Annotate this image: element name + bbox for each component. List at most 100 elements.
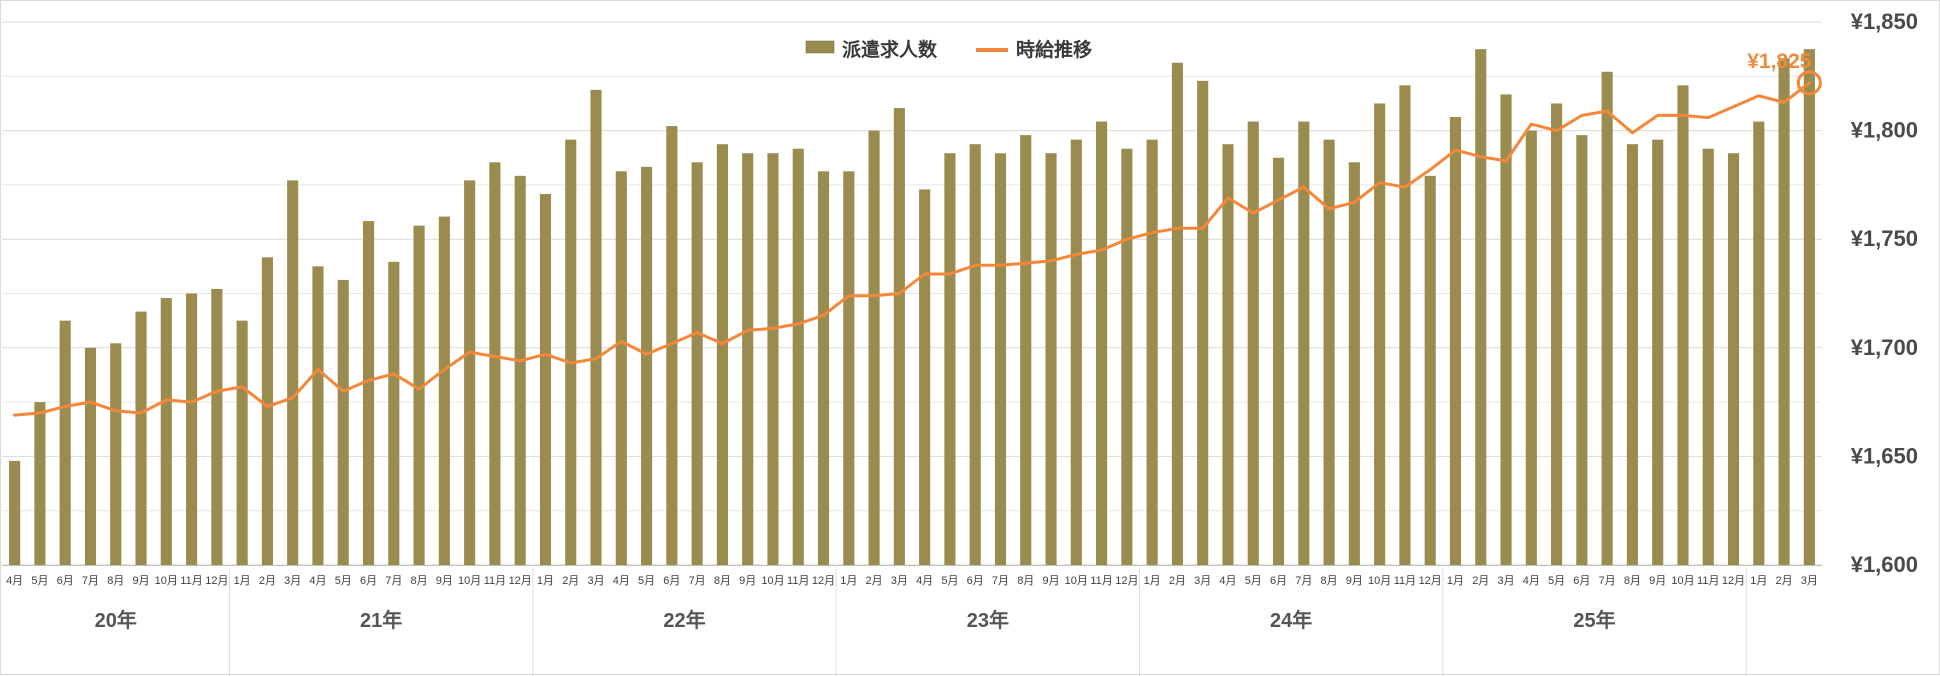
month-tick-label: 4月	[6, 575, 23, 587]
month-tick-label: 7月	[992, 575, 1009, 587]
bar	[59, 320, 71, 565]
bar	[565, 139, 577, 565]
month-tick-label: 8月	[411, 575, 428, 587]
bar	[1070, 139, 1082, 565]
year-label: 20年	[95, 608, 137, 632]
month-tick-label: 12月	[1115, 575, 1138, 587]
month-tick-label: 8月	[1624, 575, 1641, 587]
bar	[261, 257, 273, 565]
bar	[388, 261, 400, 565]
bar	[1298, 121, 1310, 566]
month-tick-label: 4月	[916, 575, 933, 587]
bar	[742, 153, 754, 565]
month-tick-label: 2月	[1169, 575, 1186, 587]
month-tick-label: 12月	[205, 575, 228, 587]
month-tick-label: 9月	[1042, 575, 1059, 587]
bar	[312, 266, 324, 565]
bar	[34, 402, 46, 565]
bar	[1652, 139, 1664, 565]
month-tick-label: 6月	[360, 575, 377, 587]
bar	[287, 180, 299, 565]
month-tick-label: 3月	[891, 575, 908, 587]
month-tick-label: 5月	[1548, 575, 1565, 587]
bar	[160, 298, 172, 565]
bar	[1020, 135, 1032, 565]
month-tick-label: 12月	[812, 575, 835, 587]
legend-bar-swatch	[805, 40, 835, 54]
month-tick-label: 10月	[458, 575, 481, 587]
month-tick-label: 7月	[385, 575, 402, 587]
y-tick-label: ¥1,600	[1851, 552, 1918, 577]
month-tick-label: 1月	[1447, 575, 1464, 587]
bar	[413, 225, 425, 565]
bar	[1171, 62, 1183, 565]
bar	[1197, 80, 1209, 565]
month-tick-label: 6月	[1270, 575, 1287, 587]
month-tick-label: 3月	[587, 575, 604, 587]
bar	[868, 130, 880, 565]
bar	[919, 189, 931, 566]
bar	[1753, 121, 1765, 566]
bar	[1222, 144, 1234, 566]
month-tick-label: 11月	[484, 575, 506, 587]
month-tick-label: 9月	[739, 575, 756, 587]
bar	[615, 171, 627, 565]
month-tick-label: 2月	[1776, 575, 1793, 587]
bar	[792, 148, 804, 565]
job-count-bars	[9, 49, 1815, 566]
bar	[716, 144, 728, 566]
bar	[590, 89, 602, 565]
bar	[1096, 121, 1108, 566]
month-tick-label: 5月	[941, 575, 958, 587]
bar	[1449, 117, 1462, 566]
bar	[843, 171, 855, 565]
bar	[1525, 130, 1537, 565]
bar	[641, 166, 653, 566]
bar	[9, 460, 21, 565]
year-label: 21年	[360, 608, 402, 632]
month-tick-label: 10月	[1368, 575, 1391, 587]
y-tick-label: ¥1,850	[1851, 9, 1918, 34]
bar	[1500, 94, 1512, 566]
bar	[994, 153, 1007, 565]
month-tick-label: 9月	[436, 575, 453, 587]
month-tick-label: 3月	[1801, 575, 1818, 587]
wage-line	[13, 81, 1811, 417]
bar	[489, 162, 501, 565]
bar	[893, 107, 905, 565]
bar	[1727, 153, 1740, 565]
month-tick-label: 1月	[537, 575, 554, 587]
bar	[337, 279, 349, 565]
month-tick-label: 1月	[840, 575, 857, 587]
legend-bar-label: 派遣求人数	[842, 38, 938, 61]
bar	[438, 216, 450, 565]
month-tick-label: 11月	[1394, 575, 1416, 587]
bar	[1803, 49, 1815, 565]
bar	[1045, 153, 1057, 565]
latest-wage-marker	[1796, 70, 1822, 96]
bar	[691, 162, 703, 565]
month-tick-label: 3月	[1497, 575, 1514, 587]
month-tick-label: 8月	[107, 575, 124, 587]
month-tick-label: 6月	[967, 575, 984, 587]
legend: 派遣求人数 時給推移	[805, 38, 1092, 61]
month-tick-label: 9月	[132, 575, 149, 587]
bar	[1576, 135, 1588, 565]
bar	[969, 144, 981, 566]
month-tick-label: 11月	[1090, 575, 1112, 587]
bar	[1551, 103, 1563, 565]
month-tick-label: 12月	[1419, 575, 1442, 587]
bar	[1121, 148, 1133, 565]
latest-wage-label: ¥1,825	[1747, 50, 1812, 73]
bar	[944, 153, 956, 565]
month-tick-label: 6月	[57, 575, 74, 587]
month-tick-label: 11月	[180, 575, 202, 587]
bar	[110, 343, 122, 565]
month-tick-label: 2月	[866, 575, 883, 587]
bar	[362, 221, 375, 565]
right-y-axis: ¥1,600 ¥1,650 ¥1,700 ¥1,750 ¥1,800 ¥1,850	[1851, 9, 1918, 577]
month-tick-label: 11月	[1697, 575, 1719, 587]
month-tick-label: 2月	[259, 575, 276, 587]
month-tick-label: 10月	[1671, 575, 1694, 587]
